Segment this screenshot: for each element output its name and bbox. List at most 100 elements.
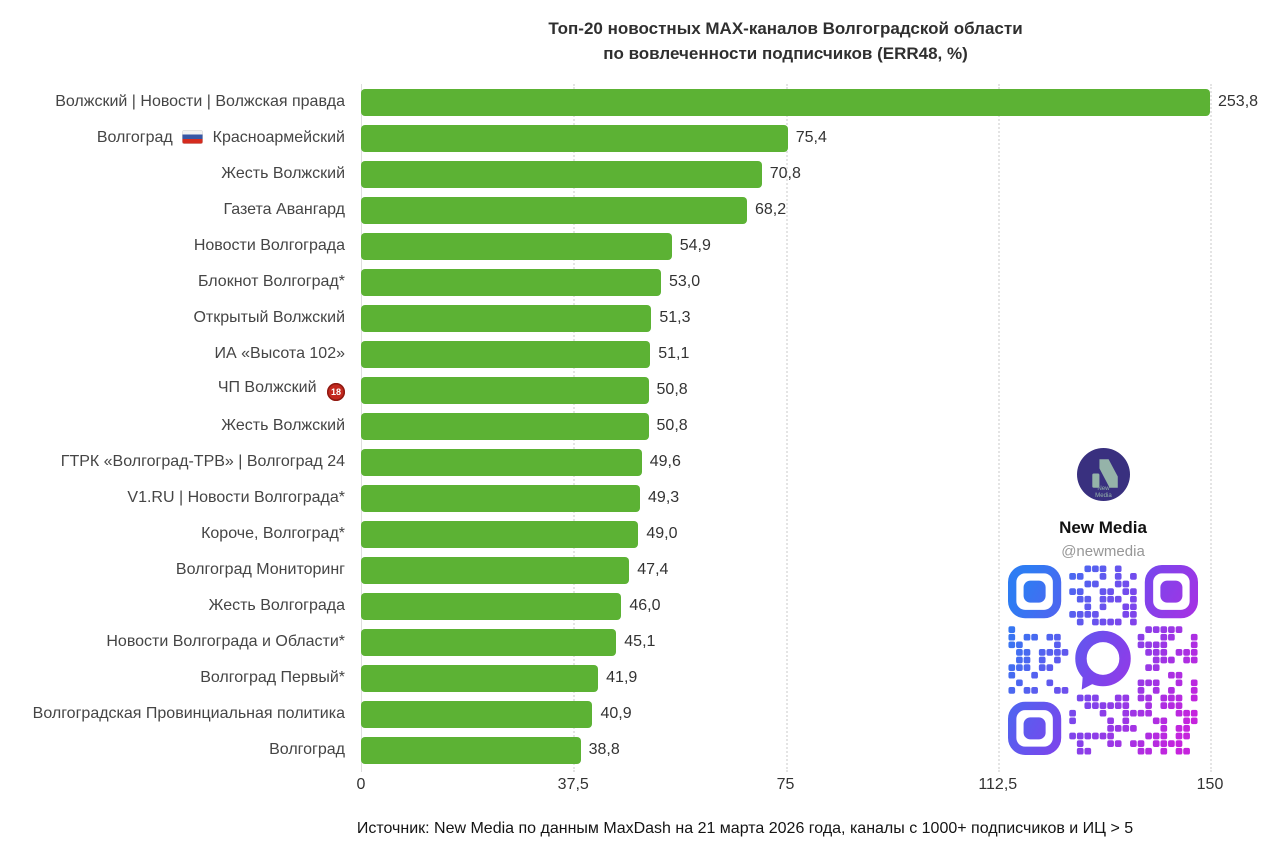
bar-track: 50,8 [361, 412, 1210, 440]
category-label: V1.RU | Новости Волгограда* [127, 489, 345, 506]
bar [361, 232, 672, 260]
qr-code [1008, 565, 1198, 755]
bar-track: 51,1 [361, 340, 1210, 368]
svg-text:Media: Media [1095, 492, 1112, 499]
table-row: Новости Волгограда и Области* 45,1 [0, 624, 1210, 660]
bar-value-label: 45,1 [624, 633, 656, 650]
category-label: Открытый Волжский [193, 309, 345, 326]
source-caption: Источник: New Media по данным MaxDash на… [356, 820, 1134, 837]
table-row: V1.RU | Новости Волгограда* 49,3 [0, 480, 1210, 516]
bar-value-label: 50,8 [656, 417, 688, 434]
category-label: Жесть Волжский [221, 165, 345, 182]
chart-title-line1: Топ-20 новостных MAX-каналов Волгоградск… [548, 19, 1023, 38]
bar-value-label: 70,8 [769, 165, 801, 182]
bar-track: 51,3 [361, 304, 1210, 332]
bar-value-label: 54,9 [679, 237, 711, 254]
category-label: Жесть Волгограда [208, 597, 345, 614]
bar-track: 38,8 [361, 736, 1210, 764]
bar-track: 49,0 [361, 520, 1210, 548]
bar-value-label: 50,8 [656, 381, 688, 398]
category-label: Блокнот Волгоград* [197, 273, 345, 290]
bar-track: 54,9 [361, 232, 1210, 260]
chart-title-line2: по вовлеченности подписчиков (ERR48, %) [603, 44, 968, 63]
category-label: Волгоград Мониторинг [175, 561, 345, 578]
table-row: Жесть Волжский 50,8 [0, 408, 1210, 444]
bar [361, 556, 630, 584]
new-media-logo-icon: New Media [1076, 448, 1130, 501]
table-row: Короче, Волгоград* 49,0 [0, 516, 1210, 552]
table-row: ЧП Волжский 18 50,8 [0, 372, 1210, 408]
bar-track: 45,1 [361, 628, 1210, 656]
bar-track: 53,0 [361, 268, 1210, 296]
bar-track: 70,8 [361, 160, 1210, 188]
bar [361, 340, 651, 368]
bar [361, 484, 641, 512]
bar-value-label: 253,8 [1218, 93, 1259, 110]
bar [361, 700, 593, 728]
table-row: Жесть Волгограда 46,0 [0, 588, 1210, 624]
category-label: Волгоград Первый* [200, 669, 345, 686]
bar-value-label: 53,0 [668, 273, 701, 290]
eighteen-plus-icon: 18 [327, 383, 345, 401]
bar [361, 124, 788, 152]
table-row: ИА «Высота 102» 51,1 [0, 336, 1210, 372]
bar-value-label: 49,0 [646, 525, 678, 542]
svg-text:New: New [1097, 485, 1110, 492]
bar [361, 412, 649, 440]
bar [361, 304, 652, 332]
bar [361, 736, 581, 764]
branding-panel: New Media New Media @newmedia [1008, 448, 1198, 560]
category-label: Волгоградская Провинциальная политика [32, 705, 345, 722]
table-row: Волжский | Новости | Волжская правда 253,… [0, 84, 1258, 120]
brand-name: New Media [1059, 518, 1147, 537]
x-tick: 150 [1196, 776, 1224, 793]
bar-track: 47,4 [361, 556, 1210, 584]
bar [361, 628, 617, 656]
category-label: Короче, Волгоград* [201, 525, 345, 542]
bar-track: 46,0 [361, 592, 1210, 620]
bar [361, 196, 747, 224]
russia-flag-icon [182, 130, 204, 144]
bar [361, 376, 649, 404]
table-row: Волгоград Красноармейский 75,4 [0, 120, 1210, 156]
category-label: ИА «Высота 102» [214, 345, 346, 362]
bar-value-label: 46,0 [629, 597, 661, 614]
bar-value-label: 41,9 [606, 669, 638, 686]
table-row: ГТРК «Волгоград-ТРВ» | Волгоград 24 49,6 [0, 444, 1210, 480]
bar-track: 253,8 [361, 88, 1258, 116]
bar [361, 268, 661, 296]
bar-track: 40,9 [361, 700, 1210, 728]
table-row: Волгоград Мониторинг 47,4 [0, 552, 1210, 588]
bar-track: 49,3 [361, 484, 1210, 512]
category-label: Волгоград Красноармейский [96, 129, 345, 146]
category-label: ГТРК «Волгоград-ТРВ» | Волгоград 24 [60, 453, 345, 470]
bar-value-label: 51,1 [658, 345, 690, 362]
bar [361, 88, 1210, 116]
gridline [1210, 84, 1212, 772]
table-row: Волгоград 38,8 [0, 732, 1210, 768]
bar [361, 448, 642, 476]
bar-track: 68,2 [361, 196, 1210, 224]
table-row: Волгоградская Провинциальная политика 40,… [0, 696, 1210, 732]
table-row: Волгоград Первый* 41,9 [0, 660, 1210, 696]
x-tick: 37,5 [557, 776, 589, 793]
category-label: Новости Волгограда [193, 237, 345, 254]
x-axis: 0 37,5 75 112,5 150 [357, 776, 1224, 796]
bar [361, 160, 762, 188]
bar-value-label: 49,3 [648, 489, 680, 506]
bar-value-label: 75,4 [795, 129, 827, 146]
bar-value-label: 40,9 [600, 705, 632, 722]
bar-value-label: 51,3 [659, 309, 691, 326]
bar-value-label: 49,6 [649, 453, 681, 470]
x-tick: 0 [356, 776, 366, 793]
x-tick: 75 [776, 776, 795, 793]
bar-rows: Волжский | Новости | Волжская правда 253,… [0, 84, 1258, 768]
table-row: Жесть Волжский 70,8 [0, 156, 1210, 192]
bar-track: 75,4 [361, 124, 1210, 152]
bar [361, 592, 622, 620]
category-label: Волжский | Новости | Волжская правда [55, 93, 345, 110]
brand-handle: @newmedia [1061, 543, 1145, 560]
bar [361, 664, 599, 692]
table-row: Блокнот Волгоград* 53,0 [0, 264, 1210, 300]
bar-track: 50,8 [361, 376, 1210, 404]
